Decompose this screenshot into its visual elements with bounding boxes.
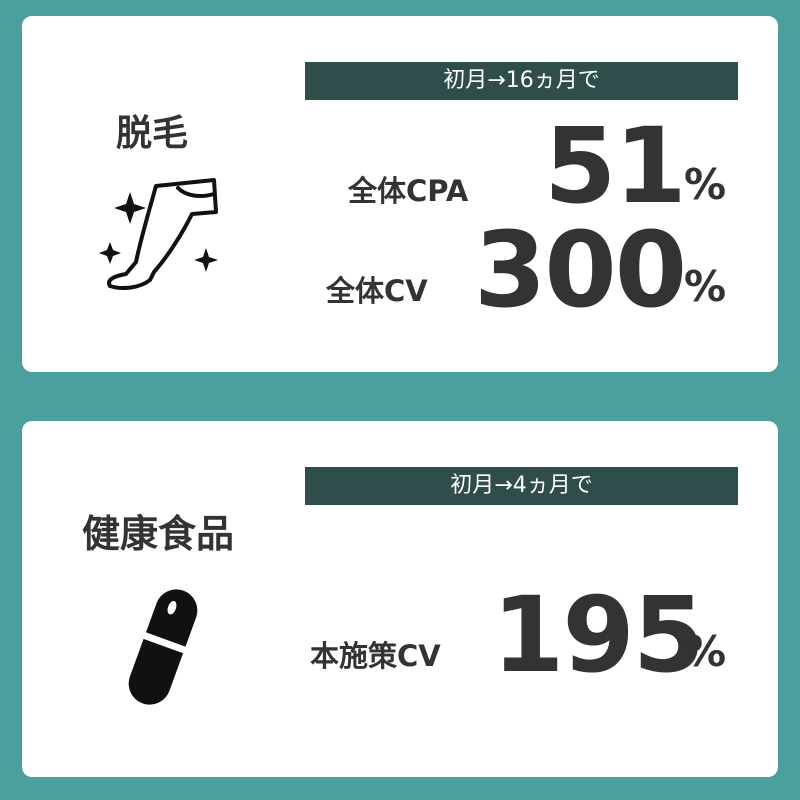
metric-label: 本施策CV (310, 639, 441, 673)
metric-value: 300 (474, 209, 687, 331)
period-banner: 初月→16ヵ月で (305, 62, 738, 100)
health-food-card: 健康食品 初月→4ヵ月で 本施策CV 195 % (22, 421, 778, 777)
category-title: 健康食品 (81, 512, 234, 556)
metric-label: 全体CV (326, 274, 428, 308)
metric-value: 51 (544, 105, 687, 227)
capsule-icon (128, 589, 198, 705)
period-banner: 初月→4ヵ月で (305, 467, 738, 505)
metric-unit: % (684, 262, 727, 311)
cpa-metric: 全体CPA 51 % (22, 16, 778, 218)
metric-value: 195 (492, 574, 705, 696)
hair-removal-card: 脱毛 初月→16ヵ月で 全体CPA 51 % 全体CV 300 % (22, 16, 778, 372)
leg-sparkle-icon (99, 178, 218, 290)
metric-label: 全体CPA (348, 174, 469, 208)
cv-metric: 本施策CV 195 % (22, 421, 778, 721)
metric-unit: % (684, 627, 727, 676)
cv-metric: 全体CV 300 % (22, 16, 778, 356)
metric-unit: % (684, 160, 727, 209)
category-title: 脱毛 (115, 113, 188, 154)
